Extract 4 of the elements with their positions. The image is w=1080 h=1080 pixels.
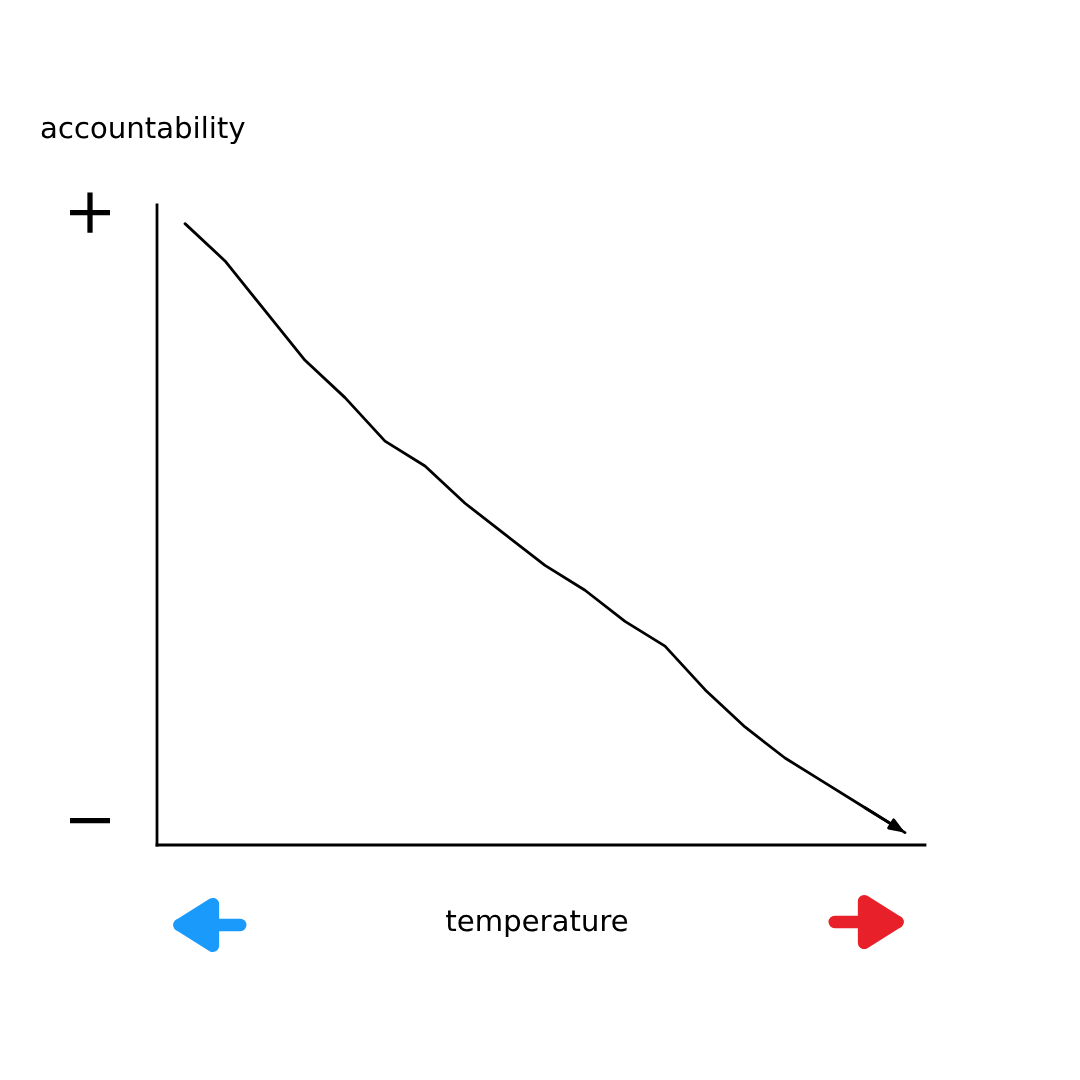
text: −: [70, 817, 110, 824]
x-axis-title: temperature: [446, 910, 628, 938]
y-axis-title: accountability: [41, 115, 245, 145]
text: +: [70, 192, 110, 233]
